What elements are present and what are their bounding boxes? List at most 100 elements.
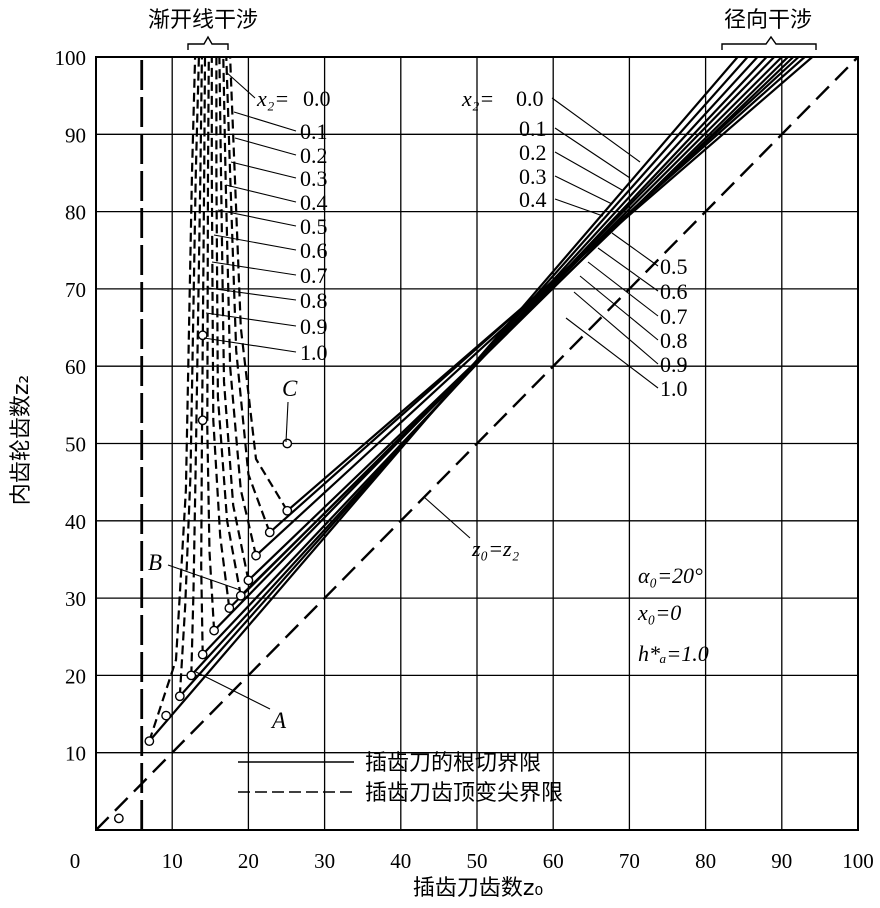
x-tick-label: 30 xyxy=(314,849,335,873)
involute-series-0.2 xyxy=(222,57,258,556)
x2-label-right: 0.8 xyxy=(660,328,688,353)
involute-series-1.0 xyxy=(148,57,197,742)
y-tick-label: 60 xyxy=(65,355,86,379)
leader-right xyxy=(551,97,641,163)
point-label-A: A xyxy=(270,708,287,733)
y-tick-label: 100 xyxy=(55,46,87,70)
marked-point xyxy=(264,527,275,538)
marked-point xyxy=(235,590,246,601)
involute-series-0.1 xyxy=(225,57,271,533)
marked-point xyxy=(197,330,208,341)
legend-label: 插齿刀的根切界限 xyxy=(365,751,541,776)
point-label-C: C xyxy=(282,376,298,401)
marked-point xyxy=(186,670,197,681)
x2-label-left: 0.1 xyxy=(300,119,328,144)
x2-label-left: 0.0 xyxy=(303,86,331,111)
y-tick-label: 40 xyxy=(65,510,86,534)
legend-label: 插齿刀齿顶变尖界限 xyxy=(365,781,563,806)
param-label: α₀=20° xyxy=(638,563,703,588)
leader-c xyxy=(285,401,289,443)
x-tick-label: 40 xyxy=(390,849,411,873)
x2-label-right: 0.7 xyxy=(660,304,688,329)
marked-point xyxy=(209,625,220,636)
leader-b xyxy=(167,564,241,591)
x-axis-label: 插齿刀齿数z₀ xyxy=(413,876,544,901)
leader-left xyxy=(211,261,297,276)
leader-right xyxy=(554,175,613,205)
leader-right xyxy=(573,291,659,365)
x2-label-right: 1.0 xyxy=(660,376,688,401)
leader-left xyxy=(225,71,256,99)
brace-right xyxy=(721,35,817,50)
x2-label-right: 0.6 xyxy=(660,279,688,304)
param-label: h*ₐ=1.0 xyxy=(638,641,709,666)
y-tick-label: 50 xyxy=(65,433,86,457)
leader-right xyxy=(611,232,659,267)
x2-label-left: 0.5 xyxy=(300,214,328,239)
x-tick-label: 80 xyxy=(695,849,716,873)
leader-left xyxy=(205,312,297,327)
radial-series-1.0 xyxy=(148,57,739,742)
y-tick-label: 10 xyxy=(65,742,86,766)
leader-right xyxy=(565,317,659,389)
diagonal-line xyxy=(96,57,858,830)
leader-left xyxy=(225,184,297,203)
y-tick-label: 90 xyxy=(65,123,86,147)
leader-left xyxy=(213,234,297,251)
x2-symbol-right: x₂= xyxy=(461,86,494,111)
leader-right xyxy=(554,151,623,191)
leader-left xyxy=(234,137,297,156)
marked-point xyxy=(197,649,208,660)
marked-point xyxy=(282,438,293,449)
marked-point xyxy=(174,691,185,702)
x2-label-left: 0.6 xyxy=(300,238,328,263)
x-tick-label: 90 xyxy=(771,849,792,873)
x2-label-left: 0.8 xyxy=(300,288,328,313)
param-label: x₀=0 xyxy=(637,600,681,625)
y-tick-label: 20 xyxy=(65,664,86,688)
x2-label-right: 0.0 xyxy=(516,86,544,111)
leader-right xyxy=(554,198,604,217)
marked-point xyxy=(113,813,124,824)
leader-right xyxy=(587,261,659,317)
marked-point xyxy=(251,550,261,561)
x2-label-right: 0.5 xyxy=(660,254,688,279)
involute-series-0.6 xyxy=(206,57,216,631)
involute-series-0.9 xyxy=(178,57,200,697)
y-tick-label: 30 xyxy=(65,587,86,611)
diagonal-label: z₀=z₂ xyxy=(471,536,520,561)
involute-series-0.5 xyxy=(210,57,231,609)
leader-a xyxy=(195,671,271,710)
x2-symbol-left: x₂= xyxy=(256,86,289,111)
marked-point xyxy=(144,736,155,747)
leader-left xyxy=(207,287,297,301)
x2-label-left: 0.7 xyxy=(300,263,328,288)
leader-left xyxy=(203,337,297,353)
leader-diagonal xyxy=(423,496,471,539)
header-involute-interference: 渐开线干涉 xyxy=(148,8,258,33)
leader-left xyxy=(230,161,297,179)
x-tick-label: 100 xyxy=(842,849,874,873)
y-axis-label: 内齿轮齿数z₂ xyxy=(9,375,34,505)
x2-label-right: 0.4 xyxy=(519,187,547,212)
marked-point xyxy=(161,710,172,721)
x2-label-right: 0.9 xyxy=(660,352,688,377)
x-tick-label: 20 xyxy=(238,849,259,873)
marked-point xyxy=(243,575,254,586)
involute-series-0.8 xyxy=(190,57,203,676)
leader-right xyxy=(597,247,659,292)
point-label-B: B xyxy=(148,550,162,575)
header-radial-interference: 径向干涉 xyxy=(724,8,812,33)
leader-left xyxy=(233,111,297,132)
involute-series-0.0 xyxy=(229,57,289,512)
x-tick-label: 0 xyxy=(70,849,81,873)
x2-label-left: 0.3 xyxy=(300,166,328,191)
leader-right xyxy=(579,275,659,341)
y-tick-label: 70 xyxy=(65,278,86,302)
involute-series-0.7 xyxy=(200,57,207,655)
x2-label-right: 0.2 xyxy=(519,140,547,165)
brace-left xyxy=(187,35,229,50)
x-tick-label: 50 xyxy=(467,849,488,873)
leader-right xyxy=(554,127,631,179)
